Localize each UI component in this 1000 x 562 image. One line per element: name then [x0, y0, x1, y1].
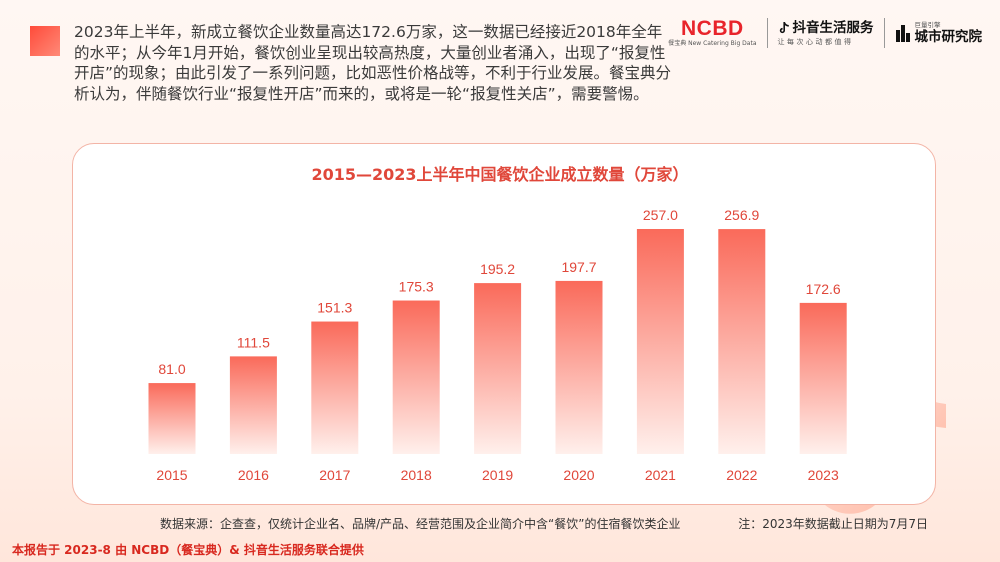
bar-2021: [636, 229, 684, 454]
logo-divider: [883, 18, 885, 48]
bar-2019: [474, 283, 522, 454]
x-tick-2018: 2018: [401, 467, 432, 483]
value-label-2020: 197.7: [561, 259, 596, 275]
institute-logo: 巨量引擎 城市研究院: [895, 21, 983, 45]
building-icon: [895, 25, 910, 42]
douyin-note-icon: [779, 22, 789, 34]
ncbd-logo-text: NCBD: [681, 17, 744, 40]
ncbd-logo-subtext: 餐宝典 New Catering Big Data: [668, 40, 757, 47]
logo-divider: [766, 18, 768, 48]
value-label-2023: 172.6: [806, 281, 841, 297]
x-tick-2021: 2021: [645, 467, 676, 483]
data-note: 注：2023年数据截止日期为7月7日: [738, 517, 928, 531]
value-label-2016: 111.5: [237, 334, 270, 350]
value-label-2017: 151.3: [317, 300, 352, 316]
value-label-2021: 257.0: [643, 207, 678, 223]
institute-logo-subtext: 巨量引擎: [914, 21, 941, 29]
bar-2022: [718, 229, 766, 454]
intro-paragraph: 2023年上半年，新成立餐饮企业数量高达172.6万家，这一数据已经接近2018…: [74, 23, 672, 103]
x-tick-2023: 2023: [808, 467, 839, 483]
x-tick-2020: 2020: [563, 467, 594, 483]
chart-title: 2015—2023上半年中国餐饮企业成立数量（万家）: [311, 165, 689, 184]
x-tick-2015: 2015: [156, 467, 187, 483]
value-label-2018: 175.3: [399, 279, 434, 295]
value-label-2022: 256.9: [724, 207, 759, 223]
value-label-2015: 81.0: [158, 361, 185, 377]
bar-2023: [799, 302, 847, 454]
footer-credit: 本报告于 2023-8 由 NCBD（餐宝典）& 抖音生活服务联合提供: [12, 543, 364, 557]
data-source: 数据来源：企查查，仅统计企业名、品牌/产品、经营范围及企业简介中含“餐饮”的住宿…: [160, 517, 681, 531]
douyin-logo-subtext: 让每次心动都值得: [777, 37, 854, 46]
institute-logo-text: 城市研究院: [914, 29, 983, 45]
bar-2015: [148, 383, 196, 454]
x-tick-2022: 2022: [726, 467, 757, 483]
bar-2017: [311, 321, 359, 454]
x-tick-2019: 2019: [482, 467, 513, 483]
bar-2018: [392, 300, 440, 454]
value-label-2019: 195.2: [480, 261, 515, 277]
douyin-logo: 抖音生活服务 让每次心动都值得: [778, 20, 874, 47]
bar-2016: [229, 356, 277, 454]
accent-square: [30, 26, 60, 56]
x-tick-2017: 2017: [319, 467, 350, 483]
x-tick-2016: 2016: [238, 467, 269, 483]
bar-2020: [555, 280, 603, 454]
douyin-logo-text: 抖音生活服务: [792, 19, 874, 36]
logo-bar: NCBD 餐宝典 New Catering Big Data 抖音生活服务 让每…: [668, 18, 982, 48]
ncbd-logo: NCBD 餐宝典 New Catering Big Data: [668, 18, 756, 48]
